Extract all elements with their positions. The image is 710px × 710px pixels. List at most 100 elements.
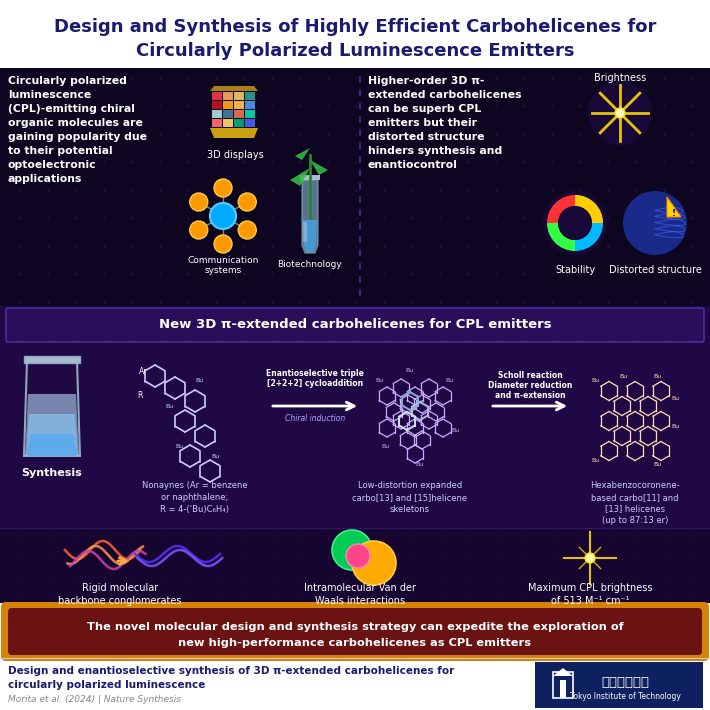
Bar [245, 110, 255, 118]
Bar [245, 101, 255, 109]
Polygon shape [25, 394, 79, 456]
Text: Bu: Bu [166, 403, 174, 408]
Bar [212, 92, 222, 100]
Polygon shape [303, 220, 317, 252]
Bar [0, 528, 710, 603]
Bar [234, 101, 244, 109]
Text: Enantioselective triple: Enantioselective triple [266, 369, 364, 378]
Text: Bu: Bu [196, 378, 204, 383]
Circle shape [352, 541, 396, 585]
Circle shape [588, 81, 652, 145]
Circle shape [623, 191, 687, 255]
Text: Nonaynes (Ar = benzene
or naphthalene;
R = 4-(’Bu)C₆H₄): Nonaynes (Ar = benzene or naphthalene; R… [142, 481, 248, 513]
Text: Brightness: Brightness [594, 73, 646, 83]
Text: circularly polarized luminescence: circularly polarized luminescence [8, 680, 205, 690]
Bar [245, 119, 255, 127]
Polygon shape [27, 434, 77, 456]
Polygon shape [210, 86, 258, 91]
Text: 3D displays: 3D displays [207, 150, 263, 160]
Circle shape [558, 206, 592, 240]
Text: Bu: Bu [416, 462, 424, 466]
Bar [553, 672, 573, 698]
FancyBboxPatch shape [6, 308, 704, 342]
Circle shape [214, 179, 232, 197]
Polygon shape [553, 668, 573, 676]
Polygon shape [667, 197, 681, 217]
Circle shape [615, 108, 625, 118]
Circle shape [190, 221, 208, 239]
Text: Bu: Bu [211, 454, 219, 459]
Circle shape [543, 191, 607, 255]
Text: Bu: Bu [671, 423, 679, 429]
Bar [0, 0, 710, 68]
Text: Scholl reaction: Scholl reaction [498, 371, 562, 380]
Text: Bu: Bu [406, 368, 414, 373]
Text: Bu: Bu [653, 462, 661, 467]
Text: Bu: Bu [653, 374, 661, 380]
Text: Ar: Ar [138, 366, 147, 376]
Circle shape [332, 530, 372, 570]
Bar [223, 110, 233, 118]
Polygon shape [210, 128, 258, 138]
Wedge shape [547, 223, 575, 251]
Bar [223, 92, 233, 100]
Bar [0, 658, 710, 710]
Wedge shape [575, 195, 603, 223]
Polygon shape [302, 180, 318, 253]
Text: Morita et al. (2024) | Nature Synthesis: Morita et al. (2024) | Nature Synthesis [8, 695, 181, 704]
Text: and π-extension: and π-extension [495, 391, 565, 400]
Text: Maximum CPL brightness
of 513 M⁻¹ cm⁻¹: Maximum CPL brightness of 513 M⁻¹ cm⁻¹ [528, 583, 652, 606]
Text: Bu: Bu [451, 429, 459, 434]
Bar [223, 119, 233, 127]
Bar [303, 222, 307, 242]
Text: Low-distortion expanded
carbo[13] and [15]helicene
skeletons: Low-distortion expanded carbo[13] and [1… [352, 481, 468, 513]
Bar [0, 68, 710, 306]
Polygon shape [26, 414, 78, 456]
Circle shape [585, 553, 595, 563]
Bar [24, 356, 80, 363]
Text: Tokyo Institute of Technology: Tokyo Institute of Technology [569, 692, 680, 701]
Text: new high-performance carbohelicenes as CPL emitters: new high-performance carbohelicenes as C… [178, 638, 532, 648]
Bar [245, 92, 255, 100]
Text: Stability: Stability [555, 265, 595, 275]
Text: Hexabenzocoronene-
based carbo[11] and
[13] helicenes
(up to 87:13 er): Hexabenzocoronene- based carbo[11] and [… [590, 481, 679, 525]
Text: 東京工業大学: 東京工業大学 [601, 676, 649, 689]
Text: Design and Synthesis of Highly Efficient Carbohelicenes for: Design and Synthesis of Highly Efficient… [54, 18, 656, 36]
Text: Bu: Bu [176, 444, 184, 449]
Circle shape [190, 193, 208, 211]
Text: Higher-order 3D π-
extended carbohelicenes
can be superb CPL
emitters but their
: Higher-order 3D π- extended carbohelicen… [368, 76, 522, 170]
Circle shape [239, 221, 256, 239]
Text: Rigid molecular
backbone conglomerates: Rigid molecular backbone conglomerates [58, 583, 182, 606]
Text: Communication
systems: Communication systems [187, 256, 258, 275]
Text: R: R [137, 391, 143, 400]
Text: Bu: Bu [376, 378, 384, 383]
Bar [223, 101, 233, 109]
Text: Bu: Bu [619, 374, 627, 380]
Bar [234, 110, 244, 118]
Circle shape [346, 544, 370, 568]
Text: Diameter reduction: Diameter reduction [488, 381, 572, 390]
Text: Circularly Polarized Luminescence Emitters: Circularly Polarized Luminescence Emitte… [136, 42, 574, 60]
Bar [535, 662, 703, 708]
Text: The novel molecular design and synthesis strategy can expedite the exploration o: The novel molecular design and synthesis… [87, 623, 623, 633]
Text: !: ! [672, 209, 676, 217]
Text: Bu: Bu [671, 396, 679, 401]
Text: Bu: Bu [591, 459, 599, 464]
Text: New 3D π-extended carbohelicenes for CPL emitters: New 3D π-extended carbohelicenes for CPL… [159, 319, 551, 332]
Text: Biotechnology: Biotechnology [278, 260, 342, 269]
Circle shape [210, 203, 236, 229]
Text: Circularly polarized
luminescence
(CPL)-emitting chiral
organic molecules are
ga: Circularly polarized luminescence (CPL)-… [8, 76, 147, 184]
Wedge shape [575, 195, 603, 251]
Bar [212, 110, 222, 118]
Text: [2+2+2] cycloaddition: [2+2+2] cycloaddition [267, 379, 363, 388]
Text: Chiral induction: Chiral induction [285, 414, 345, 423]
Bar [234, 119, 244, 127]
Polygon shape [295, 148, 310, 160]
FancyBboxPatch shape [1, 602, 709, 661]
Bar [0, 306, 710, 528]
Text: Bu: Bu [381, 444, 389, 449]
Bar [560, 680, 566, 698]
Circle shape [239, 193, 256, 211]
Bar [212, 101, 222, 109]
Text: Design and enantioselective synthesis of 3D π-extended carbohelicenes for: Design and enantioselective synthesis of… [8, 666, 454, 676]
